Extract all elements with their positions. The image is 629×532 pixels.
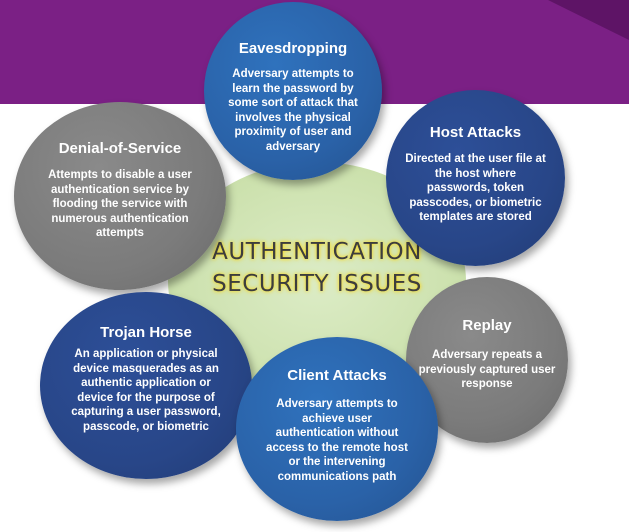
issue-circle-host-attacks: Host Attacks Directed at the user file a… — [386, 90, 565, 266]
issue-title: Replay — [462, 317, 512, 334]
issue-title: Trojan Horse — [100, 324, 192, 341]
issue-circle-client-attacks: Client Attacks Adversary attempts to ach… — [236, 337, 438, 521]
center-title: AUTHENTICATION SECURITY ISSUES — [168, 236, 466, 300]
issue-title: Eavesdropping — [238, 40, 348, 57]
issue-title: Host Attacks — [429, 124, 522, 141]
issue-circle-denial-of-service: Denial-of-Service Attempts to disable a … — [14, 102, 226, 290]
issue-description: Attempts to disable a user authenticatio… — [48, 169, 192, 239]
issue-circle-trojan-horse: Trojan Horse An application or physical … — [40, 292, 252, 479]
issue-title: Denial-of-Service — [58, 140, 182, 157]
issue-description: Directed at the user file at the host wh… — [405, 153, 546, 223]
center-title-line-2: SECURITY ISSUES — [212, 271, 422, 297]
issue-description: Adversary attempts to achieve user authe… — [266, 398, 408, 483]
issue-title: Client Attacks — [287, 367, 387, 384]
issue-description: Adversary repeats a previously captured … — [418, 349, 556, 390]
issue-description: Adversary attempts to learn the password… — [228, 68, 358, 153]
issue-circle-eavesdropping: Eavesdropping Adversary attempts to lear… — [204, 2, 382, 180]
banner-fold — [548, 0, 629, 40]
center-title-line-1: AUTHENTICATION — [212, 239, 422, 265]
issue-description: An application or physical device masque… — [71, 348, 221, 433]
